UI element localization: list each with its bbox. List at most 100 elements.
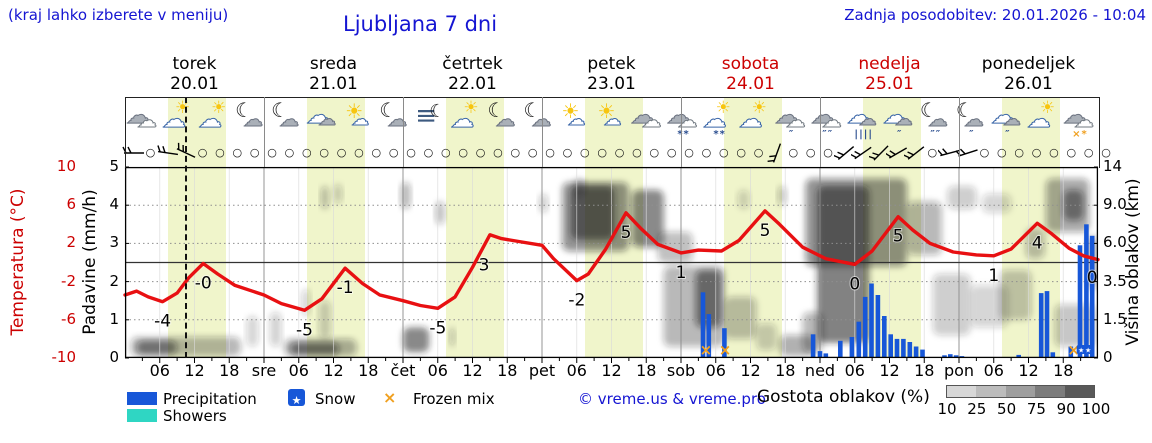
day-date: 23.01 [587, 74, 636, 94]
temp-tick-label: 2 [66, 233, 76, 252]
wind-calm-icon: ○ [979, 146, 990, 159]
svg-text:-5: -5 [429, 318, 446, 338]
weather-icon-sc: ☀ ☁ [1026, 98, 1056, 133]
wind-barb-icon [767, 143, 781, 163]
daylight-band [167, 97, 226, 358]
x-tick-label: 12 [601, 361, 622, 380]
rain-mark: ″ [969, 129, 975, 140]
svg-text:-5: -5 [296, 320, 313, 340]
temp-tick-label: -10 [51, 348, 77, 366]
wind-calm-icon: ○ [1014, 146, 1024, 159]
density-segment [946, 385, 977, 398]
weather-icon-sc: ☀ ☁ [738, 98, 767, 133]
wind-calm-icon: ○ [406, 146, 416, 159]
wind-calm-icon: ○ [249, 146, 260, 159]
density-segment [1065, 385, 1096, 398]
svg-text:0: 0 [849, 274, 860, 294]
weather-icon-sc: ☀ ☁ [450, 98, 479, 133]
showers-swatch [127, 409, 157, 422]
weather-icon-cc: ☁ ☁ ×* [1062, 99, 1098, 143]
day-name: sobota [721, 54, 780, 74]
wind-barb-icon [851, 146, 873, 160]
temp-tick-label: -6 [61, 309, 76, 328]
wind-calm-icon: ○ [1049, 146, 1059, 159]
precip-tick-label: 3 [109, 233, 119, 252]
wind-calm-icon: ○ [475, 146, 486, 159]
precip-tick-label: 5 [109, 157, 119, 175]
daylight-band [306, 97, 365, 358]
credit-link[interactable]: © vreme.us & vreme.pro [578, 390, 766, 408]
svg-text:5: 5 [893, 227, 904, 247]
day-separator [403, 97, 404, 167]
weather-icon-cc: ☁ ☁ [630, 101, 662, 132]
wind-calm-icon: ○ [632, 146, 642, 159]
wind-calm-icon: ○ [267, 146, 277, 159]
day-name: petek [587, 54, 636, 74]
wind-calm-icon: ○ [701, 146, 712, 159]
x-tick-label: 12 [879, 361, 900, 380]
wind-calm-icon: ○ [753, 146, 764, 159]
day-date: 22.01 [448, 74, 497, 94]
wind-calm-icon: ○ [284, 146, 295, 159]
day-header-četrtek: četrtek 22.01 [403, 54, 542, 94]
density-tick-label: 90 [1056, 400, 1076, 418]
wind-calm-icon: ○ [510, 146, 521, 159]
density-bar-frame [946, 385, 1095, 398]
wind-calm-icon: ○ [736, 146, 746, 159]
x-tick-label: 18 [219, 361, 240, 380]
rain-mark: |||| [854, 129, 874, 140]
daylight-band [445, 97, 504, 358]
wind-calm-icon: ○ [927, 146, 938, 159]
wind-calm-icon: ○ [145, 146, 156, 159]
precip-tick-label: 2 [109, 271, 119, 290]
day-header-petek: petek 23.01 [542, 54, 681, 94]
density-segment [1035, 385, 1066, 398]
wind-calm-icon: ○ [215, 146, 225, 159]
weather-icon-mc: ☾ ☁ ″″ [918, 99, 954, 143]
x-tick-label: 06 [427, 361, 448, 380]
wind-calm-icon: ○ [684, 146, 694, 159]
precipitation-swatch [127, 392, 157, 405]
wind-calm-icon: ○ [232, 146, 243, 159]
x-tick-label: pon [943, 361, 975, 380]
weather-icon-sc: ☀ ☁ ** [702, 99, 738, 143]
temp-tick-label: 6 [66, 195, 76, 214]
x-tick-label: 06 [705, 361, 726, 380]
wind-barb-icon [834, 146, 855, 160]
rain-mark: ″ [1005, 129, 1011, 140]
x-tick-label: 18 [1053, 361, 1074, 380]
wind-calm-icon: ○ [579, 146, 590, 159]
day-date: 25.01 [865, 74, 914, 94]
wind-calm-icon: ○ [823, 146, 833, 159]
day-date: 21.01 [309, 74, 358, 94]
day-header-ponedeljek: ponedeljek 26.01 [959, 54, 1098, 94]
wind-calm-icon: ○ [788, 146, 799, 159]
cloud-height-tick-label: 0 [1103, 348, 1113, 366]
weather-icon-mc: ☾ ☁ ″ [954, 99, 990, 143]
x-tick-label: čet [390, 361, 416, 380]
last-update-text: Zadnja posodobitev: 20.01.2026 - 10:04 [844, 6, 1146, 24]
cloud-height-tick-label: 14 [1103, 157, 1123, 175]
day-date: 20.01 [170, 74, 219, 94]
wind-barb-icon [868, 145, 889, 161]
x-tick-label: sre [251, 361, 277, 380]
x-tick-label: 06 [844, 361, 865, 380]
temp-tick-label: -2 [61, 271, 76, 290]
x-tick-label: 18 [358, 361, 379, 380]
x-tick-label: 06 [149, 361, 170, 380]
wind-calm-icon: ○ [614, 146, 625, 159]
wind-calm-icon: ○ [458, 146, 468, 159]
weather-icon-fog: ≡ ☾ [415, 101, 446, 131]
rain-mark: ″ [897, 129, 903, 140]
x-tick-label: 18 [914, 361, 935, 380]
day-separator [542, 97, 543, 167]
wind-calm-icon: ○ [996, 146, 1007, 159]
showers-label: Showers [163, 407, 227, 425]
wind-calm-icon: ○ [1031, 146, 1042, 159]
wind-calm-icon: ○ [718, 146, 729, 159]
x-tick-label: 12 [1018, 361, 1039, 380]
frozen-mix-label: Frozen mix [413, 390, 495, 408]
day-header-nedelja: nedelja 25.01 [820, 54, 959, 94]
density-tick-label: 50 [997, 400, 1017, 418]
x-tick-label: 12 [462, 361, 483, 380]
